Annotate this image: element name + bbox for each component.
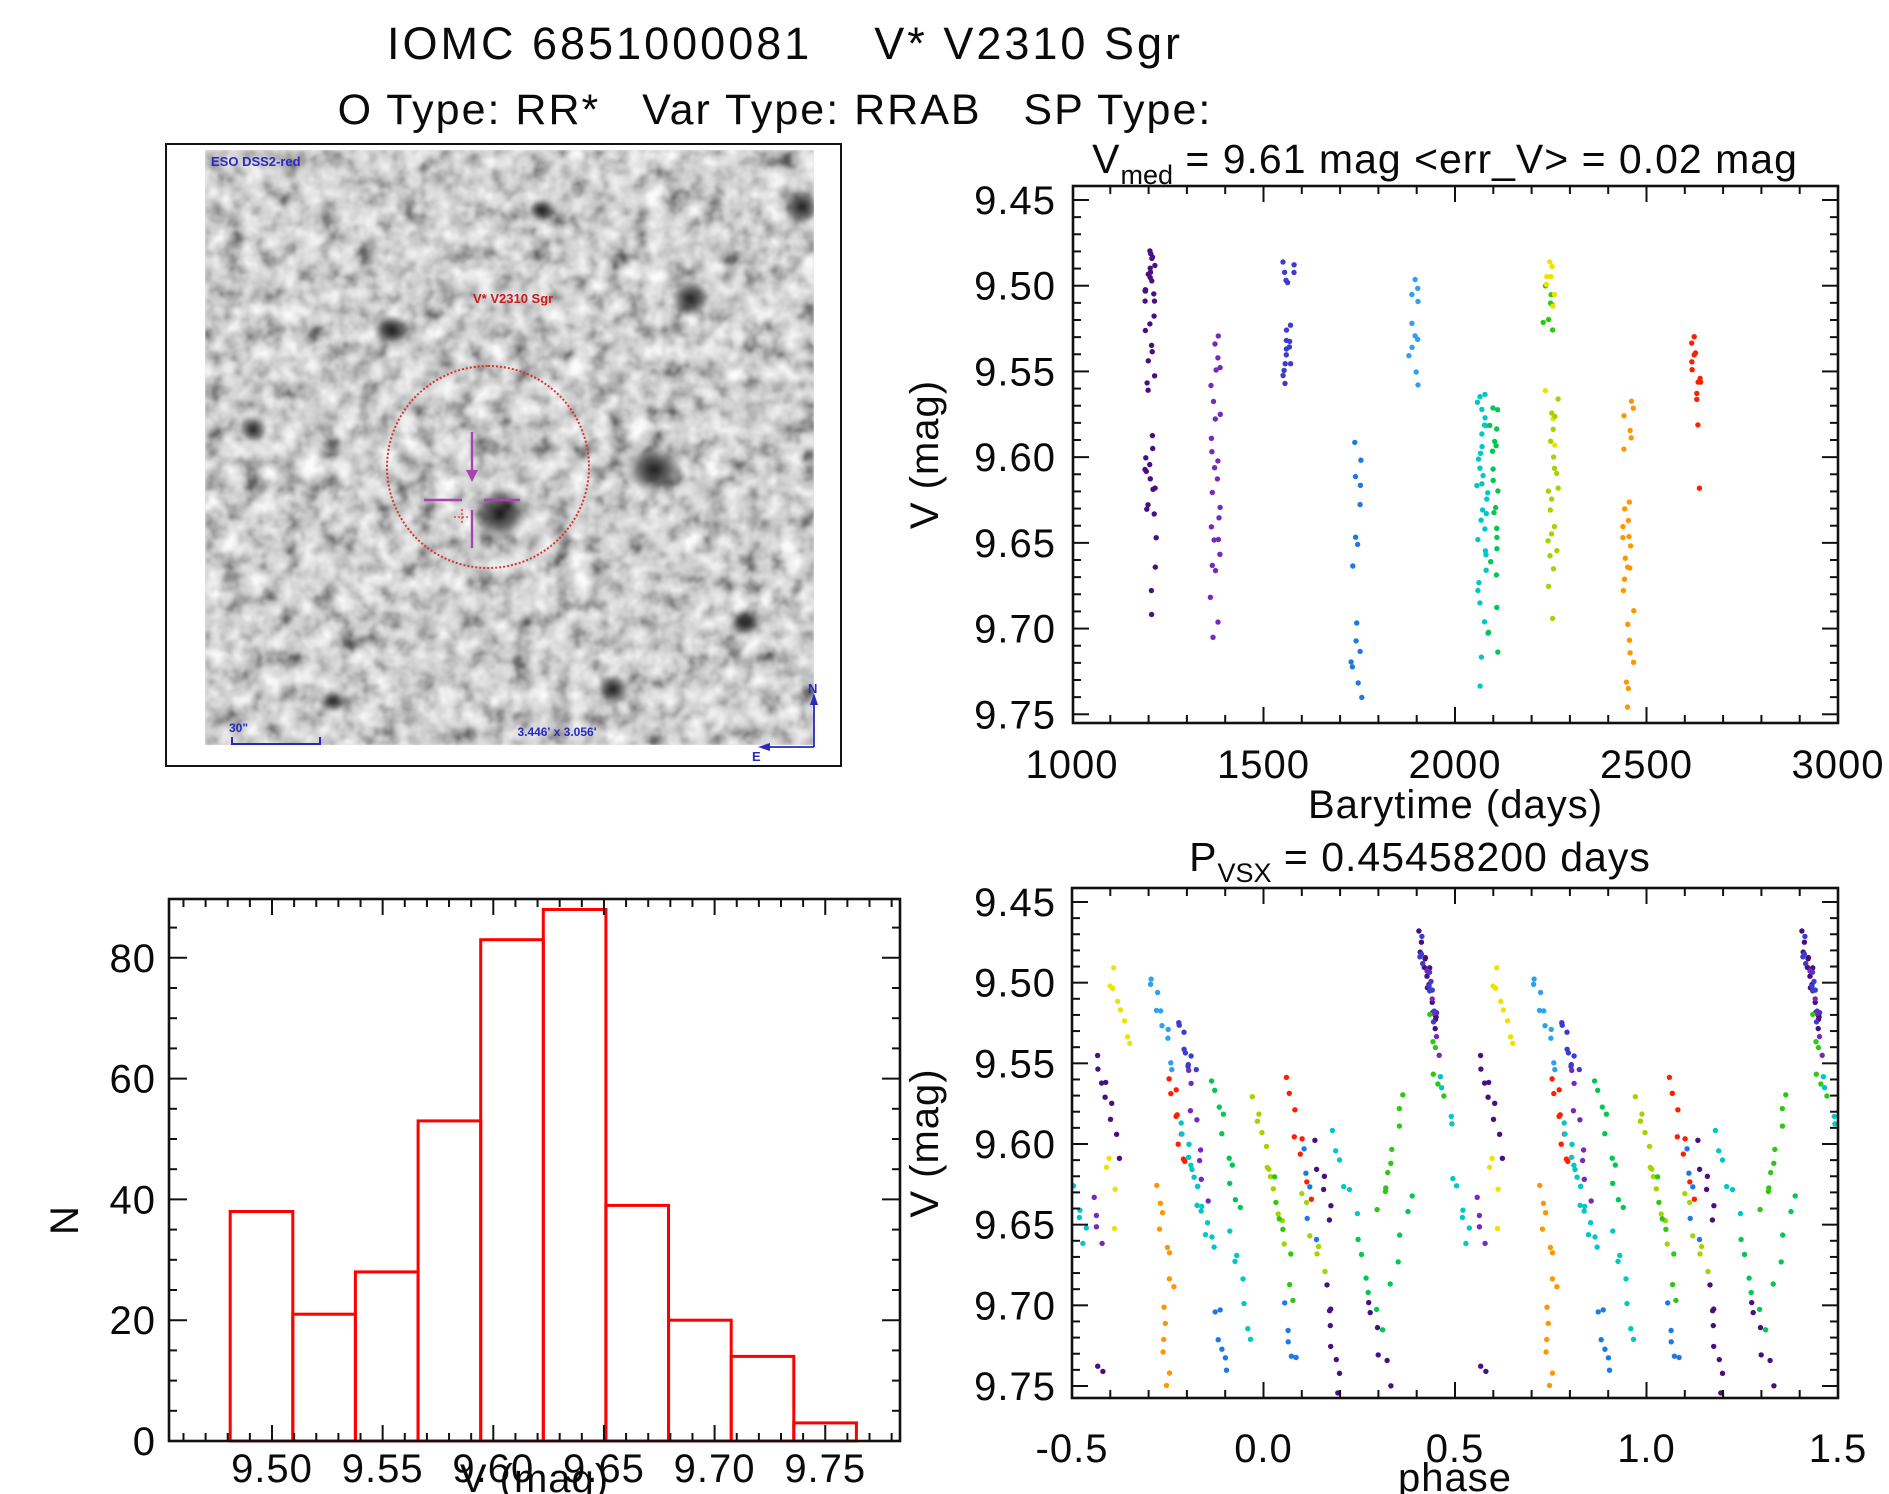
page-title: IOMC 6851000081 V* V2310 Sgr xyxy=(387,18,1183,69)
svg-text:9.50: 9.50 xyxy=(231,1447,313,1491)
svg-text:20: 20 xyxy=(110,1299,157,1343)
title-main: V xyxy=(1092,136,1121,182)
compass-east-label: E xyxy=(752,749,761,761)
title-main: P xyxy=(1189,834,1218,880)
svg-text:Barytime (days): Barytime (days) xyxy=(1308,783,1603,827)
star-blob xyxy=(373,315,409,345)
scale-bar xyxy=(231,737,321,745)
page-subtitle: O Type: RR* Var Type: RRAB SP Type: xyxy=(337,86,1213,134)
title-subscript: VSX xyxy=(1217,858,1272,888)
target-aperture-circle xyxy=(386,365,590,569)
svg-text:1.5: 1.5 xyxy=(1809,1427,1868,1471)
svg-text:60: 60 xyxy=(110,1058,157,1102)
svg-text:0.0: 0.0 xyxy=(1234,1427,1293,1471)
svg-text:9.45: 9.45 xyxy=(974,179,1056,223)
svg-text:9.75: 9.75 xyxy=(974,1365,1056,1409)
title-rest: = 0.45458200 days xyxy=(1271,834,1651,880)
svg-text:9.65: 9.65 xyxy=(974,522,1056,566)
finder-chart-panel: ESO DSS2-red V* V2310 Sgr 30" 3.446' x 3… xyxy=(165,143,842,767)
barytime-data-points xyxy=(1142,248,1704,710)
star-blob xyxy=(671,280,709,316)
phase-axis-labels: -0.5 0.0 0.5 1.0 1.5 9.45 9.50 9.55 9.60 9.65 9.70… xyxy=(903,881,1868,1494)
star-blob xyxy=(239,416,267,442)
phase-data-points xyxy=(1072,928,1838,1396)
star-blob xyxy=(529,198,555,222)
svg-text:9.75: 9.75 xyxy=(784,1447,866,1491)
star-blob xyxy=(625,446,683,492)
scale-bar-label: 30" xyxy=(229,721,249,735)
star-blob xyxy=(731,610,759,636)
svg-text:9.65: 9.65 xyxy=(974,1204,1056,1248)
star-blob xyxy=(321,690,345,712)
barytime-plot: 1000 1500 2000 2500 3000 9.45 9.50 9.55 9.60 9.65… xyxy=(903,179,1885,827)
svg-text:9.60: 9.60 xyxy=(974,436,1056,480)
svg-text:9.70: 9.70 xyxy=(974,1284,1056,1328)
svg-text:-0.5: -0.5 xyxy=(1036,1427,1109,1471)
svg-text:1000: 1000 xyxy=(1026,743,1119,787)
svg-text:9.70: 9.70 xyxy=(974,608,1056,652)
svg-text:V (mag): V (mag) xyxy=(460,1457,609,1494)
histogram-axes xyxy=(167,897,902,1443)
svg-text:1.0: 1.0 xyxy=(1617,1427,1676,1471)
svg-text:V (mag): V (mag) xyxy=(903,1068,947,1217)
svg-text:9.50: 9.50 xyxy=(974,265,1056,309)
histogram-axis-labels: 9.50 9.55 9.60 9.65 9.70 9.75 0 20 40 60 80 V (mag)… xyxy=(43,937,866,1494)
svg-text:40: 40 xyxy=(110,1178,157,1222)
compass-icon: N E xyxy=(752,681,818,761)
phase-plot: -0.5 0.0 0.5 1.0 1.5 9.45 9.50 9.55 9.60 9.65 9.70… xyxy=(903,881,1868,1494)
svg-text:9.75: 9.75 xyxy=(974,693,1056,737)
histogram-bars xyxy=(228,908,858,1443)
svg-text:V (mag): V (mag) xyxy=(903,380,947,529)
svg-text:phase: phase xyxy=(1398,1456,1512,1494)
svg-text:9.45: 9.45 xyxy=(974,881,1056,925)
barytime-axis-labels: 1000 1500 2000 2500 3000 9.45 9.50 9.55 9.60 9.65… xyxy=(903,179,1885,827)
svg-text:1500: 1500 xyxy=(1217,743,1310,787)
svg-text:9.70: 9.70 xyxy=(674,1447,756,1491)
svg-text:9.65: 9.65 xyxy=(563,1447,645,1491)
svg-text:80: 80 xyxy=(110,937,157,981)
svg-text:0.5: 0.5 xyxy=(1426,1427,1485,1471)
svg-text:N: N xyxy=(43,1205,87,1235)
survey-label: ESO DSS2-red xyxy=(211,154,301,169)
target-crosshair xyxy=(424,432,520,548)
star-blob xyxy=(597,674,629,704)
svg-text:2000: 2000 xyxy=(1409,743,1502,787)
barytime-axes xyxy=(1071,184,1840,725)
svg-text:9.55: 9.55 xyxy=(974,350,1056,394)
field-of-view-label: 3.446' x 3.056' xyxy=(517,725,597,739)
svg-text:9.60: 9.60 xyxy=(974,1123,1056,1167)
svg-text:3000: 3000 xyxy=(1792,743,1885,787)
svg-text:9.55: 9.55 xyxy=(974,1042,1056,1086)
svg-text:2500: 2500 xyxy=(1600,743,1693,787)
target-name-label: V* V2310 Sgr xyxy=(473,291,554,306)
svg-text:9.60: 9.60 xyxy=(452,1447,534,1491)
phase-plot-title: PVSX = 0.45458200 days xyxy=(1040,834,1800,888)
star-blob xyxy=(785,190,814,224)
svg-text:9.50: 9.50 xyxy=(974,962,1056,1006)
barytime-plot-title: Vmed = 9.61 mag <err_V> = 0.02 mag xyxy=(1030,136,1860,190)
title-rest: = 9.61 mag <err_V> = 0.02 mag xyxy=(1173,136,1798,182)
v-magnitude-histogram: 9.50 9.55 9.60 9.65 9.70 9.75 0 20 40 60 80 V (mag)… xyxy=(43,897,902,1494)
svg-text:9.55: 9.55 xyxy=(342,1447,424,1491)
compass-north-label: N xyxy=(808,681,817,696)
svg-text:0: 0 xyxy=(133,1420,156,1464)
phase-axes xyxy=(1070,886,1840,1400)
